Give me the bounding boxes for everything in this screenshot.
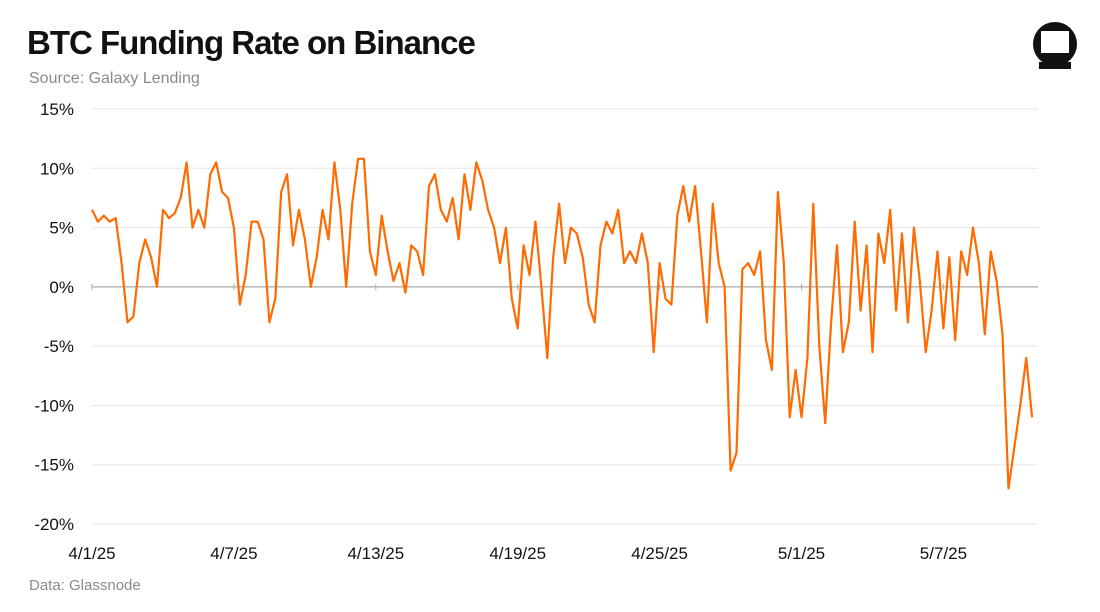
chart-subtitle: Source: Galaxy Lending bbox=[29, 70, 200, 87]
x-tick-label: 5/1/25 bbox=[778, 544, 825, 563]
x-axis-labels: 4/1/25 4/7/25 4/13/25 4/19/25 4/25/25 5/1/25 5… bbox=[68, 544, 967, 563]
x-tick-label: 5/7/25 bbox=[920, 544, 967, 563]
x-tick-label: 4/7/25 bbox=[210, 544, 257, 563]
x-tick-label: 4/25/25 bbox=[631, 544, 688, 563]
y-tick-label: -10% bbox=[34, 396, 74, 415]
y-tick-label: 0% bbox=[49, 278, 74, 297]
y-tick-label: 10% bbox=[40, 159, 74, 178]
grid-lines bbox=[92, 108, 1038, 525]
y-tick-label: 15% bbox=[40, 100, 74, 119]
funding-rate-series-line bbox=[91, 157, 1034, 490]
data-source-note: Data: Glassnode bbox=[29, 577, 141, 594]
y-tick-label: 5% bbox=[49, 219, 74, 238]
y-tick-label: -15% bbox=[34, 456, 74, 475]
y-axis-labels: 15% 10% 5% 0% -5% -10% -15% -20% bbox=[34, 100, 74, 534]
x-tick-label: 4/19/25 bbox=[489, 544, 546, 563]
y-tick-label: -5% bbox=[44, 337, 74, 356]
x-tick-label: 4/13/25 bbox=[347, 544, 404, 563]
y-tick-label: -20% bbox=[34, 515, 74, 534]
x-tick-label: 4/1/25 bbox=[68, 544, 115, 563]
x-axis-ticks bbox=[91, 283, 944, 290]
galaxy-logo-icon bbox=[1033, 22, 1077, 69]
chart-title: BTC Funding Rate on Binance bbox=[27, 24, 476, 61]
